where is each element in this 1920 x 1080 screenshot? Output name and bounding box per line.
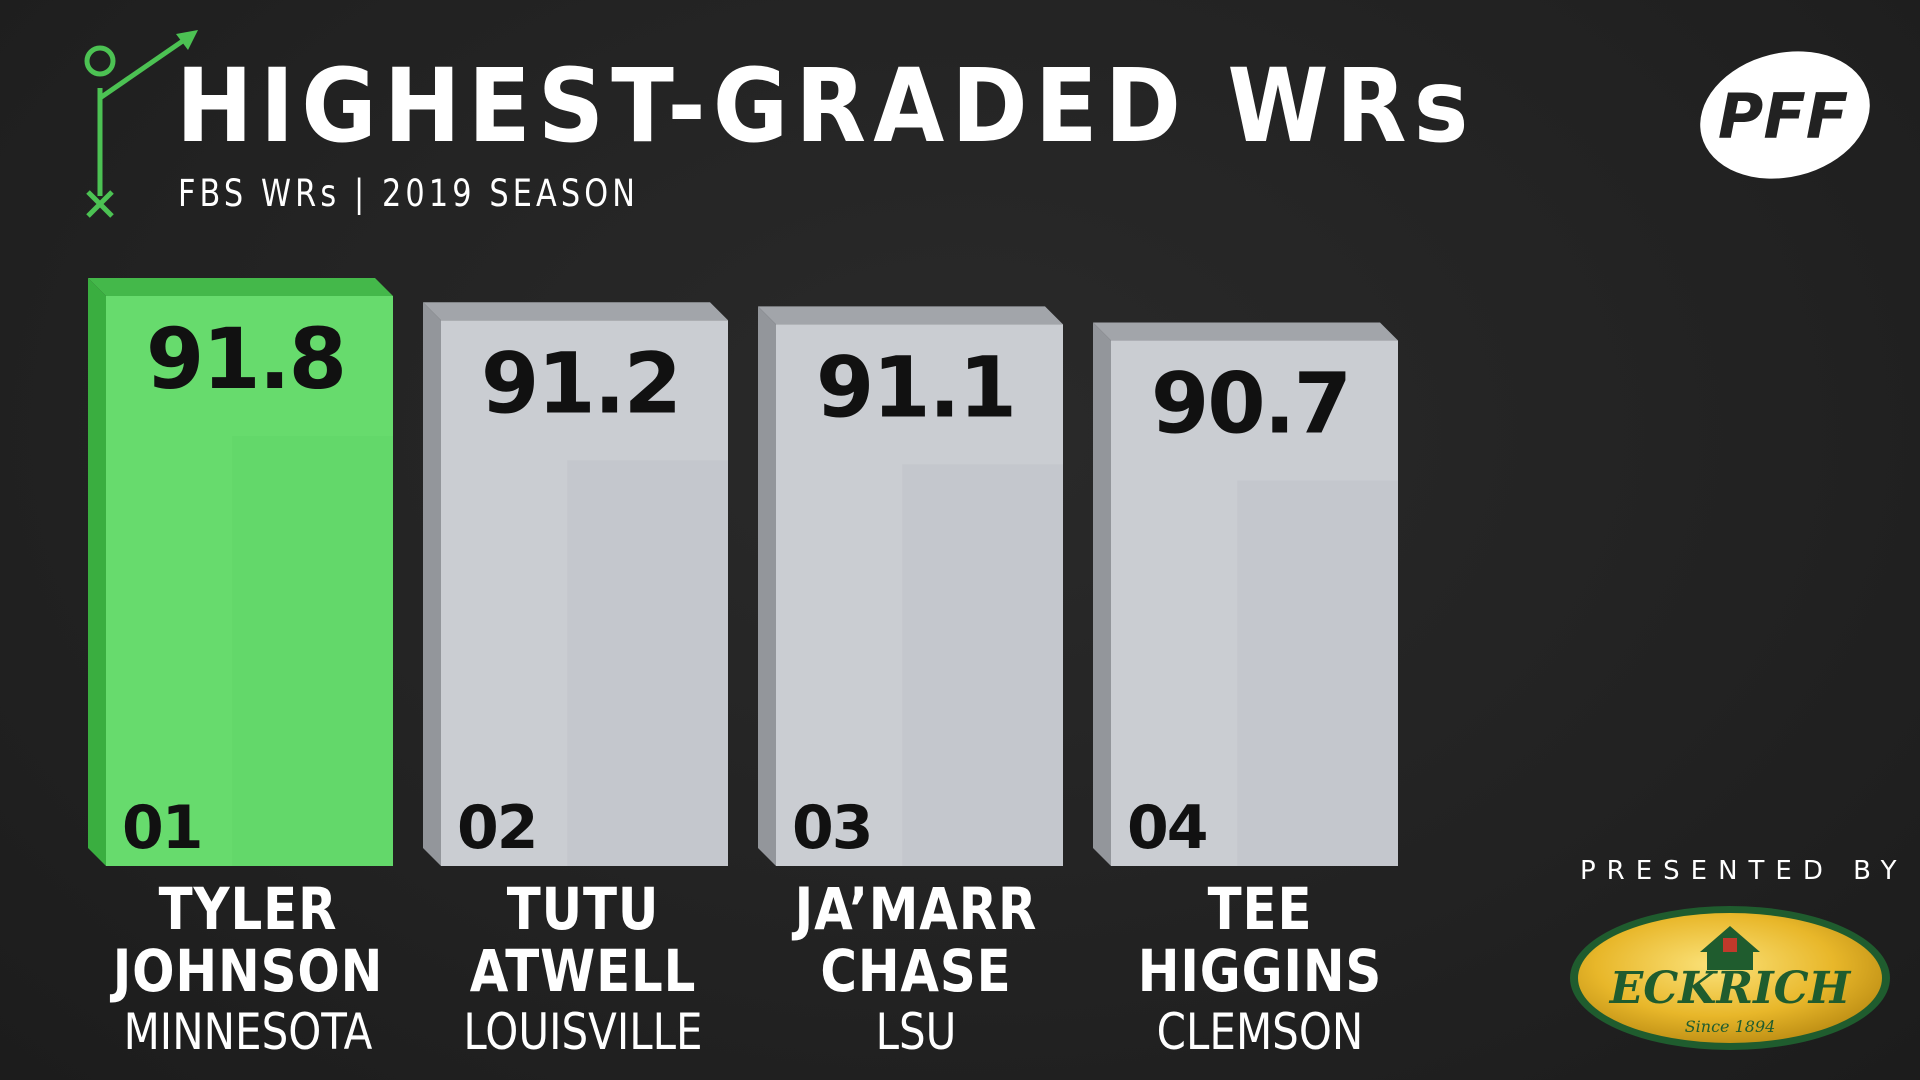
- player-first-name: TYLER: [158, 875, 338, 943]
- player-school: MINNESOTA: [123, 1003, 373, 1061]
- player-label: JA’MARR CHASE LSU: [751, 878, 1081, 1062]
- presented-by-label: PRESENTED BY: [1580, 856, 1908, 886]
- bar-shade: [567, 460, 728, 866]
- player-last-name: JOHNSON: [112, 937, 384, 1005]
- bar-rank-label: 02: [457, 793, 537, 863]
- bar-shade: [232, 436, 393, 866]
- play-route-icon: [84, 30, 198, 218]
- bar-rank-label: 04: [1127, 793, 1207, 863]
- player-label: TYLER JOHNSON MINNESOTA: [83, 878, 413, 1062]
- bar-shade: [902, 464, 1063, 866]
- bar-rank-label: 01: [122, 793, 202, 863]
- bar-shade: [1237, 480, 1398, 866]
- bar-side: [1093, 322, 1111, 866]
- bar-value-label: 90.7: [1151, 355, 1350, 453]
- bar-top: [758, 306, 1063, 325]
- player-first-name: TEE: [1207, 875, 1313, 943]
- eckrich-logo: ECKRICH Since 1894: [1565, 900, 1895, 1055]
- bar-value-label: 91.1: [816, 338, 1015, 436]
- player-last-name: ATWELL: [469, 937, 697, 1005]
- player-label: TEE HIGGINS CLEMSON: [1095, 878, 1425, 1062]
- page-title: HIGHEST-GRADED WRs: [176, 47, 1476, 166]
- bar-top: [88, 278, 393, 296]
- bar-side: [423, 302, 441, 866]
- pff-logo: PFF: [1695, 46, 1875, 184]
- player-last-name: CHASE: [820, 937, 1012, 1005]
- player-first-name: JA’MARR: [794, 875, 1038, 943]
- player-school: LOUISVILLE: [463, 1003, 703, 1061]
- bar-side: [88, 278, 106, 866]
- bar-top: [423, 302, 728, 321]
- sponsor-tagline: Since 1894: [1685, 1017, 1776, 1036]
- player-last-name: HIGGINS: [1137, 937, 1383, 1005]
- player-label: TUTU ATWELL LOUISVILLE: [418, 878, 748, 1062]
- bar-value-label: 91.2: [481, 334, 680, 432]
- bar-rank-label: 03: [792, 793, 872, 863]
- pff-logo-text: PFF: [1718, 80, 1848, 153]
- sponsor-name: ECKRICH: [1608, 963, 1852, 1014]
- player-school: CLEMSON: [1156, 1003, 1364, 1061]
- bar-top: [1093, 322, 1398, 341]
- player-first-name: TUTU: [506, 875, 660, 943]
- player-school: LSU: [875, 1003, 957, 1061]
- page-subtitle: FBS WRs | 2019 SEASON: [178, 172, 640, 215]
- bar-side: [758, 306, 776, 867]
- bar-value-label: 91.8: [146, 310, 345, 408]
